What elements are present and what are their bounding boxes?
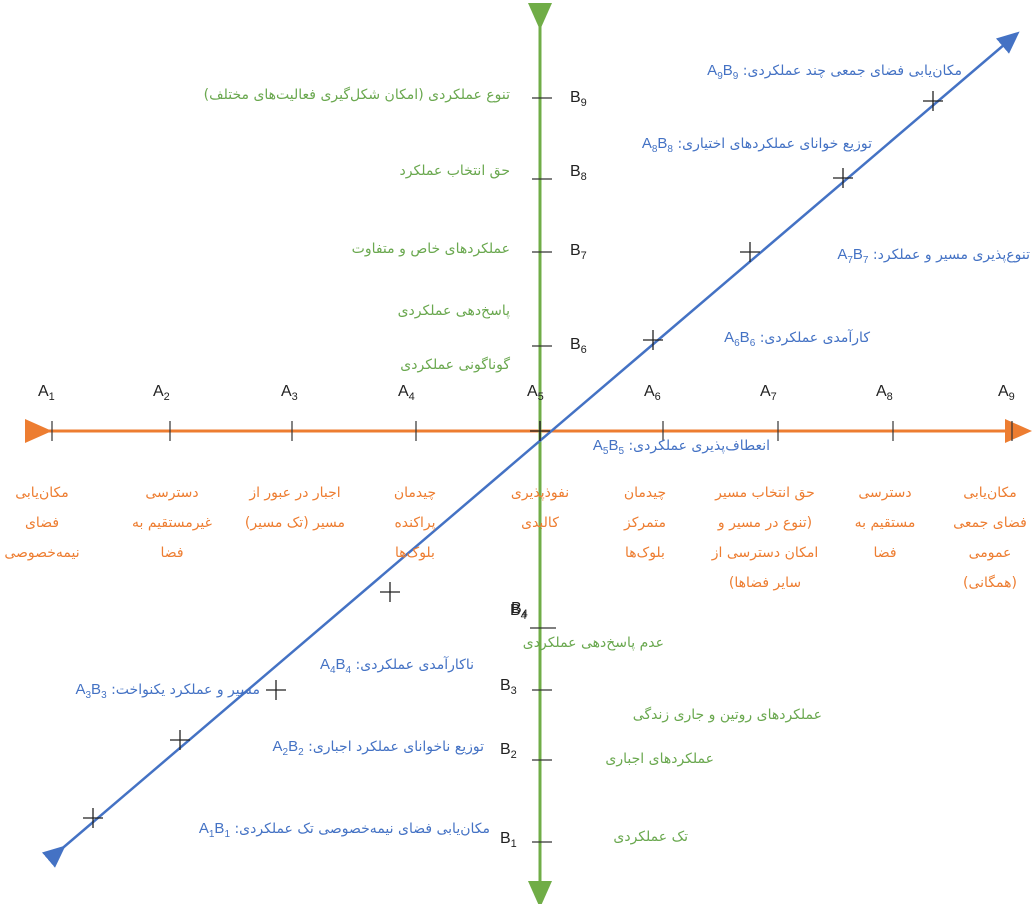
a3-description: اجبار در عبور از مسیر (تک مسیر) [244, 485, 346, 531]
b3-description: عملکردهای روتین و جاری زندگی [632, 707, 822, 723]
a1-description: مکان‌یابی فضای نیمه‌خصوصی [4, 485, 80, 561]
a-tick-label: A9 [998, 383, 1015, 404]
b8-description: حق انتخاب عملکرد [399, 163, 511, 179]
pair-code: A8B8 [641, 135, 673, 155]
pair-text: توزیع ناخوانای عملکرد اجباری: [308, 739, 484, 755]
pair-label-a2b2: توزیع ناخوانای عملکرد اجباری: A2B2 [273, 738, 485, 762]
diagonal-line [42, 31, 1020, 868]
a5-description: نفوذپذیری کالبدی [510, 485, 570, 531]
b-tick-label: B8 [570, 163, 587, 184]
a6-description: چیدمان متمرکز بلوک‌ها [623, 485, 667, 561]
a7-description: حق انتخاب مسیر (تنوع در مسیر و امکان دست… [711, 485, 819, 591]
b7-description: عملکردهای خاص و متفاوت [351, 241, 510, 257]
pair-label-a5b5: انعطاف‌پذیری عملکردی: A5B5 [593, 437, 770, 461]
pair-label-a7b7: تنوع‌پذیری مسیر و عملکرد: A7B7 [837, 246, 1030, 270]
pair-label-a4b4: ناکارآمدی عملکردی: A4B4 [320, 656, 474, 680]
pair-code: A2B2 [272, 738, 304, 758]
b-tick-label: B1 [500, 830, 517, 851]
b-tick-label: B9 [570, 89, 587, 110]
b1-description: تک عملکردی [613, 829, 688, 845]
a-tick-label: A2 [153, 383, 170, 404]
pair-text: انعطاف‌پذیری عملکردی: [628, 438, 770, 454]
pair-label-a8b8: توزیع خوانای عملکردهای اختیاری: A8B8 [642, 135, 872, 159]
b-tick-label: B4 [510, 602, 527, 623]
a-tick-label: A8 [876, 383, 893, 404]
b2-description: عملکردهای اجباری [605, 751, 714, 767]
a-tick-label: A4 [398, 383, 415, 404]
pair-label-a3b3: مسیر و عملکرد یکنواخت: A3B3 [75, 681, 260, 705]
b9-description: تنوع عملکردی (امکان شکل‌گیری فعالیت‌های … [203, 87, 510, 103]
pair-text: توزیع خوانای عملکردهای اختیاری: [677, 136, 872, 152]
pair-text: تنوع‌پذیری مسیر و عملکرد: [872, 247, 1030, 263]
b-tick-label: B6 [570, 336, 587, 357]
pair-code: A9B9 [707, 62, 739, 82]
pair-code: A7B7 [837, 246, 869, 266]
a-tick-label: A3 [281, 383, 298, 404]
pair-text: مکان‌یابی فضای نیمه‌خصوصی تک عملکردی: [234, 821, 490, 837]
a2-description: دسترسی غیرمستقیم به فضا [132, 485, 212, 561]
b-tick-label-b4: B4 [511, 600, 528, 621]
pair-code: A3B3 [75, 681, 107, 701]
pair-code: A6B6 [724, 329, 756, 349]
pair-label-a9b9: مکان‌یابی فضای جمعی چند عملکردی: A9B9 [707, 62, 962, 86]
pair-text: مسیر و عملکرد یکنواخت: [111, 682, 260, 698]
pair-text: مکان‌یابی فضای جمعی چند عملکردی: [742, 63, 962, 79]
b4-description: عدم پاسخ‌دهی عملکردی [522, 635, 664, 651]
pair-code: A1B1 [198, 820, 230, 840]
a-tick-label: A6 [644, 383, 661, 404]
b-tick-label: B3 [500, 677, 517, 698]
pair-code: A5B5 [592, 437, 625, 457]
a4-description: چیدمان پراکنده بلوک‌ها [393, 485, 437, 561]
a-tick-label: A7 [760, 383, 777, 404]
a9-description: مکان‌یابی فضای جمعی عمومی (همگانی) [953, 485, 1027, 591]
pair-text: ناکارآمدی عملکردی: [355, 657, 474, 673]
a-tick-label: A1 [38, 383, 55, 404]
b6b-description: گوناگونی عملکردی [400, 357, 510, 373]
b-tick-label: B7 [570, 242, 587, 263]
a-tick-label: A5 [527, 383, 544, 404]
pair-label-a6b6: کارآمدی عملکردی: A6B6 [724, 329, 870, 353]
b-tick-label: B2 [500, 741, 517, 762]
pair-text: کارآمدی عملکردی: [759, 330, 870, 346]
b6a-description: پاسخ‌دهی عملکردی [397, 303, 510, 319]
pair-code: A4B4 [319, 656, 352, 676]
pair-label-a1b1: مکان‌یابی فضای نیمه‌خصوصی تک عملکردی: A1… [199, 820, 490, 844]
a8-description: دسترسی مستقیم به فضا [854, 485, 916, 561]
